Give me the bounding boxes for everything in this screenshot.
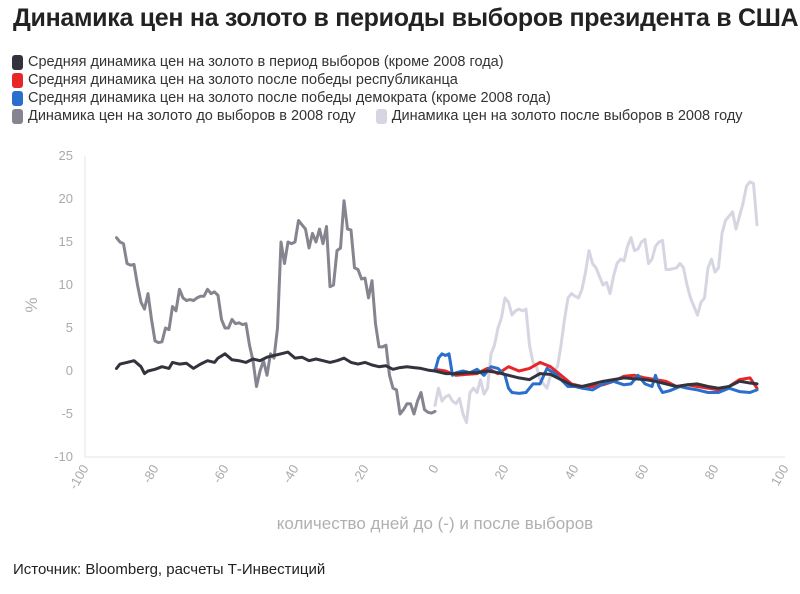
- y-tick-label: -10: [54, 449, 73, 464]
- legend-swatch: [12, 54, 23, 70]
- legend-item-2008-after: Динамика цен на золото после выборов в 2…: [375, 107, 743, 125]
- legend-item-democrat: Средняя динамика цен на золото после поб…: [12, 89, 551, 107]
- chart-axes: -10 -5 0 5 10 15 20 25 -100 -80 -60 -40 -20 0 20 40 60 80…: [54, 148, 791, 492]
- x-tick-label: -60: [209, 462, 231, 486]
- x-tick-label: -100: [66, 462, 92, 492]
- source-note: Источник: Bloomberg, расчеты Т-Инвестици…: [13, 561, 326, 578]
- legend-item-republican: Средняя динамика цен на золото после поб…: [12, 71, 458, 89]
- x-tick-label: -40: [279, 462, 301, 486]
- legend-row: Средняя динамика цен на золото после поб…: [12, 71, 792, 89]
- y-tick-label: 5: [66, 320, 73, 335]
- legend-swatch: [12, 90, 23, 106]
- legend-item-election-average: Средняя динамика цен на золото в период …: [12, 53, 504, 71]
- legend-label: Средняя динамика цен на золото после поб…: [28, 90, 551, 106]
- x-tick-label: 80: [701, 462, 721, 482]
- series-line-4: [115, 350, 759, 390]
- x-tick-label: -80: [139, 462, 161, 486]
- legend-label: Динамика цен на золото до выборов в 2008…: [28, 108, 356, 124]
- legend-swatch: [375, 108, 387, 124]
- x-tick-label: 60: [631, 462, 651, 482]
- x-tick-label: -20: [349, 462, 371, 486]
- y-tick-label: -5: [61, 406, 73, 421]
- chart-legend: Средняя динамика цен на золото в период …: [12, 53, 792, 125]
- legend-label: Средняя динамика цен на золото в период …: [28, 54, 504, 70]
- y-tick-label: 0: [66, 363, 73, 378]
- x-tick-label: 40: [561, 462, 581, 482]
- x-tick-label: 0: [425, 462, 442, 476]
- legend-swatch: [12, 108, 23, 124]
- legend-row: Средняя динамика цен на золото в период …: [12, 53, 792, 71]
- legend-row: Средняя динамика цен на золото после поб…: [12, 89, 792, 107]
- legend-swatch: [12, 72, 23, 88]
- y-tick-label: 15: [59, 234, 73, 249]
- x-axis-label: количество дней до (-) и после выборов: [277, 514, 593, 533]
- y-tick-label: 10: [59, 277, 73, 292]
- y-tick-label: 25: [59, 148, 73, 163]
- chart-title: Динамика цен на золото в периоды выборов…: [13, 4, 799, 32]
- legend-item-2008-before: Динамика цен на золото до выборов в 2008…: [12, 107, 356, 125]
- legend-label: Динамика цен на золото после выборов в 2…: [391, 108, 743, 124]
- legend-label: Средняя динамика цен на золото после поб…: [28, 72, 458, 88]
- series-line-1: [433, 180, 759, 425]
- series-line-0: [115, 199, 437, 416]
- legend-row: Динамика цен на золото до выборов в 2008…: [12, 107, 792, 125]
- y-tick-label: 20: [59, 191, 73, 206]
- x-tick-label: 20: [491, 462, 511, 482]
- x-tick-label: 100: [768, 462, 792, 488]
- y-axis-label: %: [22, 297, 41, 312]
- chart-series: [115, 180, 759, 425]
